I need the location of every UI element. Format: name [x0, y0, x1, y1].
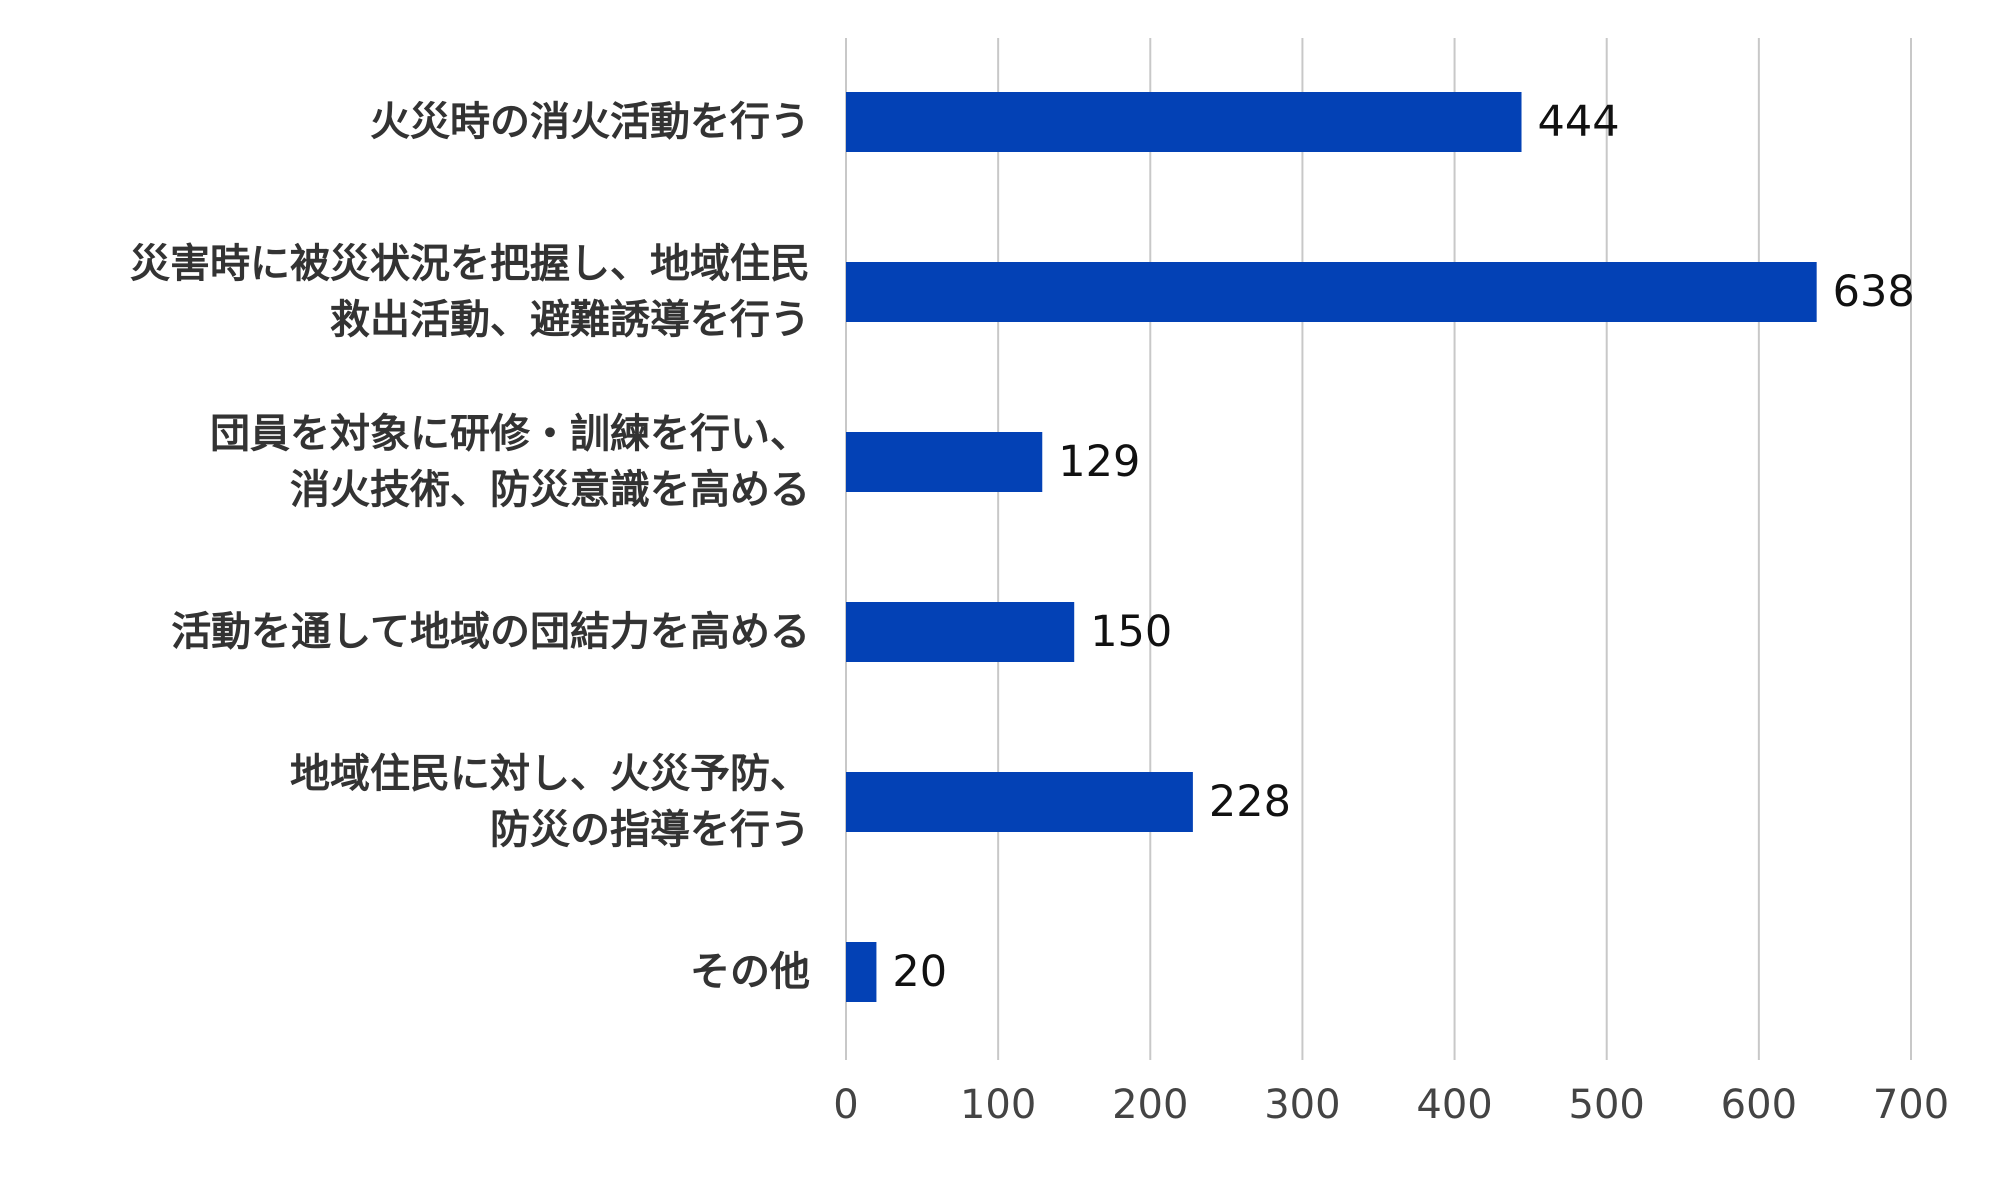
data-label-5: 20	[892, 947, 947, 997]
data-label-1: 638	[1833, 267, 1915, 317]
category-labels: 火災時の消火活動を行う災害時に被災状況を把握し、地域住民救出活動、避難誘導を行う…	[130, 99, 810, 995]
category-label-2-line-0: 団員を対象に研修・訓練を行い、	[210, 411, 810, 457]
data-label-3: 150	[1090, 607, 1172, 657]
category-label-1-line-1: 救出活動、避難誘導を行う	[330, 297, 810, 343]
x-tick-label-700: 700	[1873, 1082, 1949, 1128]
bar-5	[846, 942, 877, 1002]
value-labels: 444 638 129 150 228 20	[892, 97, 1914, 997]
x-tick-label-100: 100	[960, 1082, 1036, 1128]
grid-lines	[845, 38, 1912, 1060]
data-label-4: 228	[1209, 777, 1291, 827]
category-label-0: 火災時の消火活動を行う	[370, 99, 810, 145]
bar-4	[846, 772, 1193, 832]
x-tick-label-500: 500	[1569, 1082, 1645, 1128]
x-tick-label-400: 400	[1416, 1082, 1492, 1128]
category-label-1-line-0: 災害時に被災状況を把握し、地域住民	[130, 241, 810, 287]
x-tick-label-0: 0	[833, 1082, 858, 1128]
category-label-2-line-1: 消火技術、防災意識を高める	[290, 467, 810, 513]
bar-2	[846, 432, 1043, 492]
x-tick-label-300: 300	[1264, 1082, 1340, 1128]
bar-3	[846, 602, 1075, 662]
bar-1	[846, 262, 1817, 322]
data-label-0: 444	[1538, 97, 1620, 147]
x-tick-label-200: 200	[1112, 1082, 1188, 1128]
bar-0	[846, 92, 1522, 152]
x-tick-label-600: 600	[1721, 1082, 1797, 1128]
data-label-2: 129	[1058, 437, 1140, 487]
category-label-4-line-0: 地域住民に対し、火災予防、	[290, 751, 810, 797]
category-label-3: 活動を通して地域の団結力を高める	[171, 609, 810, 655]
bars	[846, 92, 1817, 1002]
category-label-4-line-1: 防災の指導を行う	[490, 807, 810, 853]
x-axis-tick-labels: 0 100 200 300 400 500 600 700	[833, 1082, 1949, 1128]
category-label-5: その他	[690, 949, 810, 995]
